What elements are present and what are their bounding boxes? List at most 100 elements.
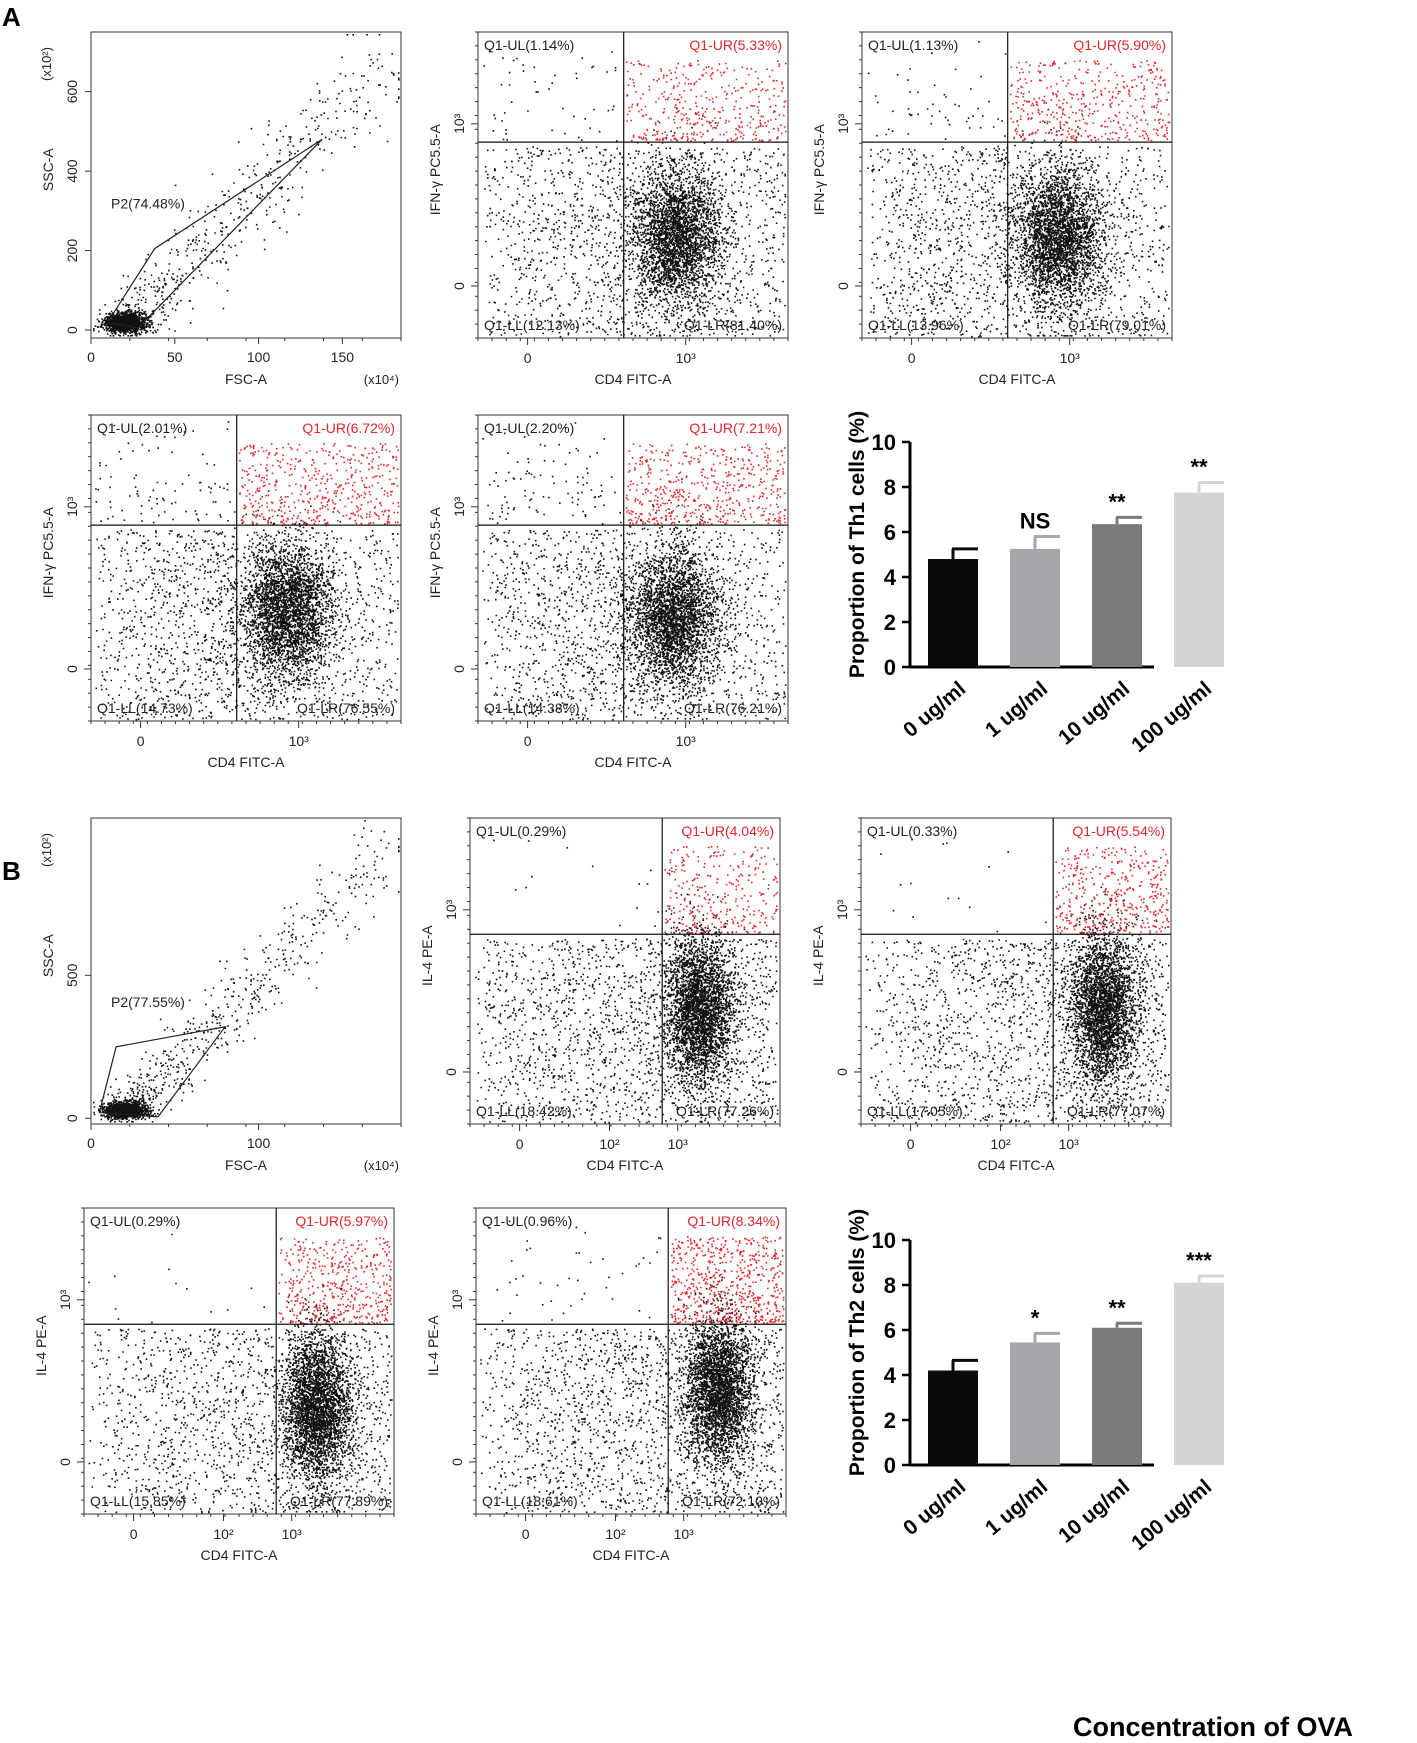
y-tick-label: 0: [64, 326, 80, 334]
quadrant-ur-label: Q1-UR(7.21%): [689, 420, 782, 436]
x-tick-label: 10³: [676, 350, 697, 366]
y-axis-label: IFN-γ PC5.5-A: [427, 124, 443, 216]
y-tick-label: 10: [872, 430, 896, 455]
y-tick-label: 10³: [57, 1289, 73, 1310]
y-axis-label: SSC-A: [40, 934, 56, 977]
events-dots-ur: [670, 1236, 785, 1324]
x-tick-label: 50: [167, 349, 183, 365]
quadrant-ul-label: Q1-UL(2.20%): [484, 420, 574, 436]
y-tick-label: 0: [884, 1453, 896, 1478]
x-axis-label: CD4 FITC-A: [201, 1547, 279, 1563]
x-tick-label: 10²: [599, 1136, 620, 1152]
y-tick-label: 10³: [449, 1289, 465, 1310]
category-label: 10 ug/ml: [1054, 1475, 1134, 1547]
category-label: 100 ug/ml: [1127, 1475, 1216, 1555]
panel-label-b: B: [2, 856, 21, 886]
events-dots-ur: [278, 1237, 392, 1324]
quadrant-ll-label: Q1-LL(14.38%): [484, 700, 580, 716]
quadrant-ll-label: Q1-LL(18.42%): [476, 1103, 572, 1119]
x-tick-label: 10³: [676, 733, 697, 749]
x-tick-label: 0: [908, 350, 916, 366]
y-axis-exponent: (x10²): [39, 47, 54, 81]
category-label: 100 ug/ml: [1127, 677, 1216, 757]
y-tick-label: 0: [57, 1458, 73, 1466]
y-axis-label: IL-4 PE-A: [425, 1315, 441, 1376]
quadrant-lr-label: Q1-LR(76.55%): [297, 700, 395, 716]
plot-B-1: Q1-UL(0.29%) Q1-UR(4.04%) Q1-LL(18.42%) Q1-…: [419, 817, 781, 1173]
category-label: 1 ug/ml: [981, 1475, 1052, 1540]
plot-frame: [469, 817, 781, 1125]
x-tick-label: 10³: [668, 1136, 689, 1152]
y-axis-label: SSC-A: [40, 148, 56, 191]
quadrant-ur-label: Q1-UR(8.34%): [687, 1213, 780, 1229]
y-axis-label: IL-4 PE-A: [810, 925, 826, 986]
events-dots-ur: [625, 60, 787, 142]
x-tick-label: 10²: [990, 1136, 1011, 1152]
quadrant-ll-label: Q1-LL(12.13%): [484, 317, 580, 333]
category-label: 0 ug/ml: [899, 1475, 970, 1540]
x-axis-exponent: (x10⁴): [364, 1158, 399, 1173]
plot-B-2: Q1-UL(0.33%) Q1-UR(5.54%) Q1-LL(17.05%) Q1-…: [810, 817, 1172, 1173]
quadrant-lr-label: Q1-LR(76.21%): [684, 700, 782, 716]
events-dots: [480, 1220, 785, 1514]
y-tick-label: 8: [884, 1273, 896, 1298]
x-axis-label: CD4 FITC-A: [978, 1157, 1056, 1173]
plot-frame: [477, 414, 789, 722]
y-tick-label: 2: [884, 610, 896, 635]
events-dots: [95, 421, 399, 721]
quadrant-ul-label: Q1-UL(1.13%): [868, 37, 958, 53]
x-tick-label: 10³: [289, 733, 310, 749]
y-tick-label: 4: [884, 565, 897, 590]
x-axis-label: FSC-A: [225, 1157, 268, 1173]
y-tick-label: 10³: [443, 899, 459, 920]
x-tick-label: 0: [516, 1136, 524, 1152]
quadrant-lr-label: Q1-LR(77.07%): [1067, 1103, 1165, 1119]
y-axis-label: IFN-γ PC5.5-A: [40, 507, 56, 599]
y-axis-label: IL-4 PE-A: [419, 925, 435, 986]
quadrant-ul-label: Q1-UL(0.29%): [90, 1213, 180, 1229]
common-x-axis-label: Concentration of OVA: [1073, 1712, 1353, 1742]
y-axis-label: Proportion of Th1 cells (%): [846, 411, 869, 678]
quadrant-ul-label: Q1-UL(1.14%): [484, 37, 574, 53]
y-tick-label: 0: [834, 1068, 850, 1076]
plot-B-3: Q1-UL(0.29%) Q1-UR(5.97%) Q1-LL(15.85%) Q1-…: [33, 1207, 395, 1563]
y-tick-label: 2: [884, 1408, 896, 1433]
panel-label-a: A: [2, 2, 21, 32]
y-tick-label: 4: [884, 1363, 897, 1388]
x-tick-label: 0: [87, 349, 95, 365]
y-tick-label: 10³: [451, 113, 467, 134]
y-tick-label: 200: [64, 239, 80, 263]
bar: [1010, 1342, 1060, 1465]
x-tick-label: 0: [130, 1526, 138, 1542]
y-tick-label: 0: [449, 1458, 465, 1466]
y-tick-label: 10³: [451, 496, 467, 517]
x-tick-label: 0: [524, 733, 532, 749]
plot-frame: [83, 1207, 395, 1515]
quadrant-ul-label: Q1-UL(0.33%): [867, 823, 957, 839]
plot-A-gate: P2(74.48%) 0 50 100 150 0 200 400 600 FSC-A (x10⁴)…: [39, 31, 402, 387]
x-tick-label: 100: [247, 349, 271, 365]
x-tick-label: 10²: [605, 1526, 626, 1542]
y-axis-label: Proportion of Th2 cells (%): [846, 1209, 869, 1476]
plot-A-2: Q1-UL(1.13%) Q1-UR(5.90%) Q1-LL(13.96%) Q1-…: [811, 31, 1173, 387]
quadrant-lr-label: Q1-LR(77.26%): [676, 1103, 774, 1119]
events-dots-ur: [1009, 60, 1171, 142]
quadrant-ul-label: Q1-UL(0.29%): [476, 823, 566, 839]
quadrant-ll-label: Q1-LL(18.61%): [482, 1493, 578, 1509]
y-axis-label: IFN-γ PC5.5-A: [427, 507, 443, 599]
events-dots: [88, 1233, 393, 1514]
bar: [1092, 524, 1142, 667]
events-dots: [93, 820, 400, 1123]
y-axis-label: IFN-γ PC5.5-A: [811, 124, 827, 216]
quadrant-ll-label: Q1-LL(14.73%): [97, 700, 193, 716]
gate-polygon: [106, 138, 323, 329]
plot-A-3: Q1-UL(2.01%) Q1-UR(6.72%) Q1-LL(14.73%) Q1-…: [40, 414, 402, 770]
y-tick-label: 400: [64, 159, 80, 183]
y-tick-label: 0: [451, 282, 467, 290]
y-tick-label: 0: [451, 665, 467, 673]
quadrant-ur-label: Q1-UR(5.54%): [1072, 823, 1165, 839]
x-tick-label: 10³: [674, 1526, 695, 1542]
